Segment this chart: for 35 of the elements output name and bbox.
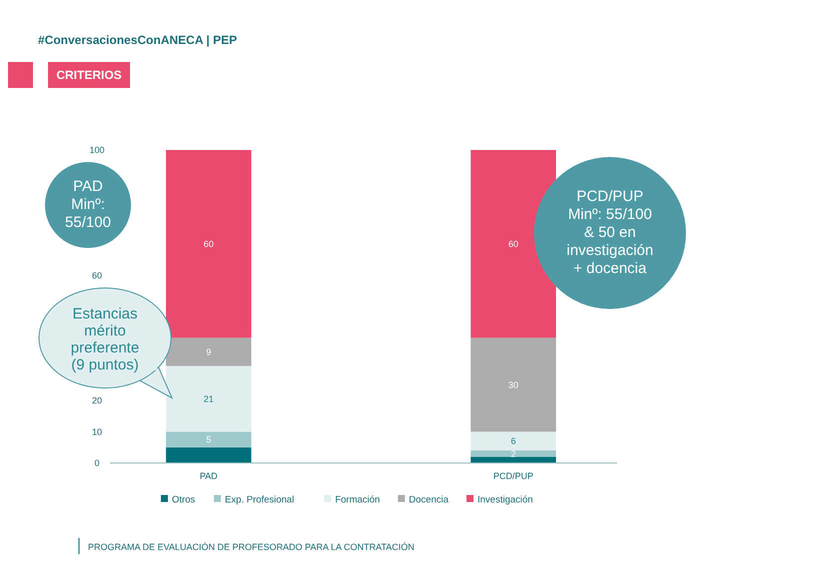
data-label: 6: [510, 436, 516, 446]
y-tick-label: 100: [89, 145, 105, 156]
y-tick-label: 60: [92, 270, 102, 280]
annotation: PAD Minº: 55/100: [65, 178, 111, 231]
bar: [166, 366, 252, 432]
x-tick-label: PAD: [200, 471, 218, 481]
y-tick-label: 10: [92, 426, 102, 437]
data-label: 21: [204, 394, 214, 404]
annotation: PCD/PUP Minº: 55/100 & 50 en investigación + docencia: [566, 188, 654, 277]
chart-subtitle: CRITERIOS: [56, 68, 122, 82]
y-tick-label: 0: [94, 458, 100, 468]
data-label: 60: [204, 239, 214, 250]
bar: [470, 456, 556, 463]
legend-label: Formación: [335, 494, 380, 506]
bar: [166, 338, 252, 366]
data-label: 60: [508, 239, 518, 250]
chart-title: #ConversacionesConANECA | PEP: [38, 33, 237, 47]
text: PROGRAMA DE EVALUACIÓN DE PROFESORADO PARA LA CONTRATACIÓN: [88, 542, 414, 552]
legend-label: Exp. Profesional: [224, 494, 294, 506]
bar: [470, 450, 556, 457]
data-label: 30: [508, 380, 518, 390]
x-tick-label: PCD/PUP: [493, 471, 534, 481]
legend-label: Otros: [172, 494, 196, 506]
data-label: 9: [206, 347, 212, 358]
bar: [470, 338, 556, 432]
y-tick-label: 20: [92, 396, 102, 406]
bar: [166, 150, 252, 338]
bar: [470, 432, 556, 450]
legend-label: Investigación: [478, 494, 533, 506]
annotation: Estancias mérito preferente (9 puntos): [70, 305, 140, 374]
bar: [166, 432, 252, 448]
data-label: 2: [510, 448, 516, 459]
data-label: 5: [206, 434, 212, 445]
bar: [166, 447, 252, 463]
legend-label: Docencia: [408, 494, 450, 506]
